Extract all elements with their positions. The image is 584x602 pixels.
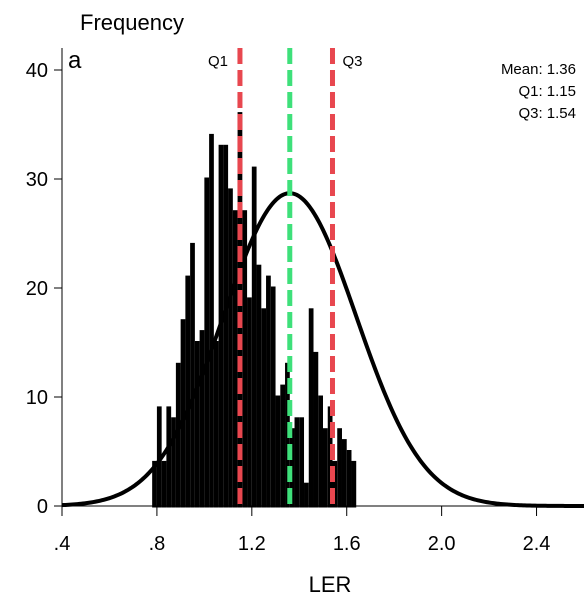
histogram-bar bbox=[308, 308, 314, 508]
histogram-bar bbox=[204, 177, 210, 508]
stat-q1: Q1: 1.15 bbox=[518, 83, 576, 100]
histogram-bar bbox=[280, 384, 286, 508]
histogram-bar bbox=[266, 275, 271, 508]
x-ticks: .4 .8 1.2 1.6 2.0 2.4 bbox=[54, 506, 551, 555]
histogram-bar bbox=[161, 460, 167, 508]
y-tick-label: 30 bbox=[26, 169, 48, 191]
x-tick-label: 2.0 bbox=[428, 533, 456, 555]
x-tick-label: .8 bbox=[149, 533, 166, 555]
normal-density-curve bbox=[61, 191, 584, 508]
histogram-bar bbox=[346, 450, 352, 508]
histogram-bar bbox=[341, 439, 347, 508]
histogram-bar bbox=[294, 417, 300, 508]
vline-label-q1: Q1 bbox=[208, 53, 228, 70]
histogram-bar bbox=[180, 319, 186, 508]
y-tick-label: 10 bbox=[26, 387, 48, 409]
panel-label: a bbox=[68, 47, 82, 74]
histogram-bar bbox=[190, 242, 195, 508]
y-ticks: 0 10 20 30 40 bbox=[26, 60, 62, 518]
histogram-bar bbox=[213, 341, 219, 508]
x-tick-label: 1.6 bbox=[333, 533, 361, 555]
histogram-bar bbox=[209, 133, 214, 508]
histogram-bar bbox=[166, 406, 172, 508]
y-tick-label: 40 bbox=[26, 60, 48, 82]
histogram-bar bbox=[228, 188, 233, 508]
histogram-bar bbox=[299, 417, 305, 508]
histogram-bar bbox=[351, 460, 357, 508]
histogram-bar bbox=[261, 308, 267, 508]
histogram-bar bbox=[251, 166, 257, 508]
x-tick-label: 2.4 bbox=[523, 533, 551, 555]
stat-mean: Mean: 1.36 bbox=[501, 61, 576, 78]
histogram-bar bbox=[199, 330, 205, 508]
histogram-bar bbox=[194, 341, 200, 508]
histogram-bar bbox=[275, 395, 281, 508]
histogram-bar bbox=[313, 351, 319, 508]
histogram-bar bbox=[232, 210, 238, 508]
y-tick-label: 20 bbox=[26, 278, 48, 300]
histogram-bar bbox=[337, 428, 342, 508]
histogram-bar bbox=[304, 482, 309, 508]
y-tick-label: 0 bbox=[37, 496, 48, 518]
x-tick-label: 1.2 bbox=[238, 533, 266, 555]
histogram-bar bbox=[270, 286, 276, 508]
reference-lines: Q1 Q3 bbox=[208, 48, 363, 506]
histogram-bar bbox=[171, 417, 176, 508]
histogram-bar bbox=[223, 144, 229, 508]
histogram-bar bbox=[323, 428, 328, 508]
y-axis-title: Frequency bbox=[80, 10, 184, 35]
histogram-bar bbox=[175, 362, 181, 508]
histogram-bar bbox=[185, 275, 191, 508]
x-axis-title: LER bbox=[309, 572, 352, 597]
histogram-bar bbox=[247, 297, 252, 508]
stat-q3: Q3: 1.54 bbox=[518, 105, 576, 122]
bars-group bbox=[152, 112, 357, 508]
x-tick-label: .4 bbox=[54, 533, 71, 555]
histogram-bar bbox=[256, 264, 262, 508]
histogram-bar bbox=[318, 395, 323, 508]
vline-label-q3: Q3 bbox=[342, 53, 362, 70]
